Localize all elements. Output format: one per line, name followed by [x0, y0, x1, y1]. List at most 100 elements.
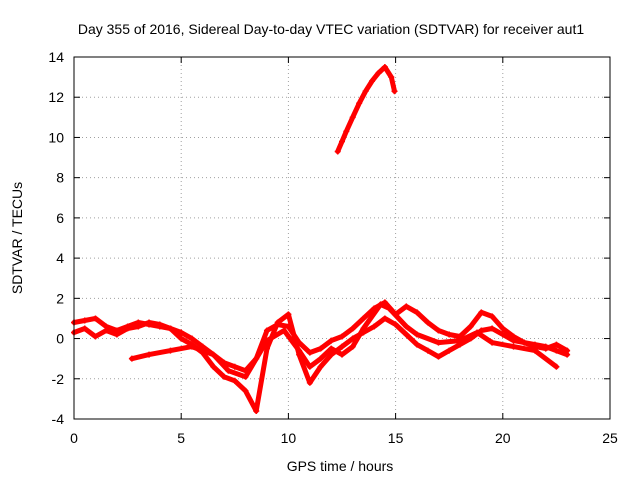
- data-point: [521, 339, 528, 346]
- data-point: [553, 363, 560, 370]
- data-point: [414, 331, 421, 338]
- data-point: [467, 323, 474, 330]
- y-tick-label: -2: [52, 371, 65, 387]
- data-point: [113, 331, 120, 338]
- data-point: [328, 337, 335, 344]
- data-point: [489, 313, 496, 320]
- grid-lines: [74, 57, 610, 419]
- data-point: [274, 319, 281, 326]
- data-point: [414, 341, 421, 348]
- data-point: [343, 128, 350, 135]
- data-point: [253, 407, 260, 414]
- data-point: [210, 351, 217, 358]
- data-point: [92, 315, 99, 322]
- data-point: [349, 343, 356, 350]
- data-point: [178, 329, 185, 336]
- data-point: [356, 100, 363, 107]
- data-point: [414, 309, 421, 316]
- data-point: [281, 327, 288, 334]
- data-point: [124, 325, 131, 332]
- data-point: [369, 78, 376, 85]
- series-C: [128, 301, 560, 380]
- series-A: [71, 299, 571, 374]
- data-point: [391, 88, 398, 95]
- data-point: [388, 74, 395, 81]
- x-tick-label: 25: [602, 430, 618, 446]
- data-point: [446, 331, 453, 338]
- data-point: [474, 329, 481, 336]
- x-tick-label: 5: [177, 430, 185, 446]
- data-point: [478, 309, 485, 316]
- data-point: [381, 315, 388, 322]
- y-tick-label: 10: [48, 129, 64, 145]
- data-point: [489, 325, 496, 332]
- axis-ticks: [73, 56, 611, 420]
- data-point: [317, 355, 324, 362]
- data-point: [231, 377, 238, 384]
- data-point: [510, 343, 517, 350]
- data-point: [263, 337, 270, 344]
- chart-title: Day 355 of 2016, Sidereal Day-to-day VTE…: [78, 21, 585, 37]
- data-point: [377, 301, 384, 308]
- data-point: [510, 337, 517, 344]
- data-markers: [71, 64, 571, 414]
- data-point: [392, 321, 399, 328]
- data-point: [334, 148, 341, 155]
- data-point: [146, 319, 153, 326]
- data-point: [349, 325, 356, 332]
- data-point: [263, 327, 270, 334]
- y-axis-label: SDTVAR / TECUs: [9, 182, 25, 294]
- data-point: [424, 347, 431, 354]
- data-point: [317, 345, 324, 352]
- x-axis-label: GPS time / hours: [287, 458, 394, 474]
- y-tick-labels: -4 -2 0 2 4 6 8 10 12 14: [48, 49, 64, 427]
- data-point: [167, 325, 174, 332]
- data-point: [375, 70, 382, 77]
- data-point: [306, 379, 313, 386]
- series-band: [335, 64, 397, 154]
- data-point: [435, 353, 442, 360]
- data-point: [242, 387, 249, 394]
- y-tick-label: -4: [52, 411, 65, 427]
- data-point: [306, 349, 313, 356]
- data-point: [188, 343, 195, 350]
- y-tick-label: 14: [48, 49, 64, 65]
- data-point: [446, 347, 453, 354]
- data-point: [371, 323, 378, 330]
- series-B: [71, 311, 571, 414]
- data-point: [328, 345, 335, 352]
- data-point: [225, 367, 232, 374]
- data-point: [92, 333, 99, 340]
- data-point: [403, 303, 410, 310]
- data-point: [103, 327, 110, 334]
- y-tick-label: 0: [56, 331, 64, 347]
- data-point: [542, 345, 549, 352]
- y-tick-label: 6: [56, 210, 64, 226]
- data-point: [499, 325, 506, 332]
- y-tick-label: 4: [56, 250, 64, 266]
- data-point: [564, 347, 571, 354]
- data-point: [489, 339, 496, 346]
- data-point: [210, 363, 217, 370]
- data-point: [156, 321, 163, 328]
- data-point: [381, 64, 388, 71]
- data-point: [339, 343, 345, 350]
- data-point: [328, 351, 335, 358]
- data-point: [435, 327, 442, 334]
- data-point: [242, 373, 249, 380]
- data-point: [188, 335, 195, 342]
- data-point: [424, 319, 431, 326]
- data-point: [362, 88, 369, 95]
- data-point: [339, 138, 345, 145]
- data-point: [360, 325, 367, 332]
- data-point: [135, 323, 142, 330]
- data-point: [435, 339, 442, 346]
- data-point: [221, 373, 228, 380]
- plot-frame: [73, 56, 611, 420]
- y-tick-label: 12: [48, 89, 64, 105]
- data-point: [499, 331, 506, 338]
- data-point: [146, 351, 153, 358]
- data-point: [285, 311, 292, 318]
- data-point: [339, 351, 345, 358]
